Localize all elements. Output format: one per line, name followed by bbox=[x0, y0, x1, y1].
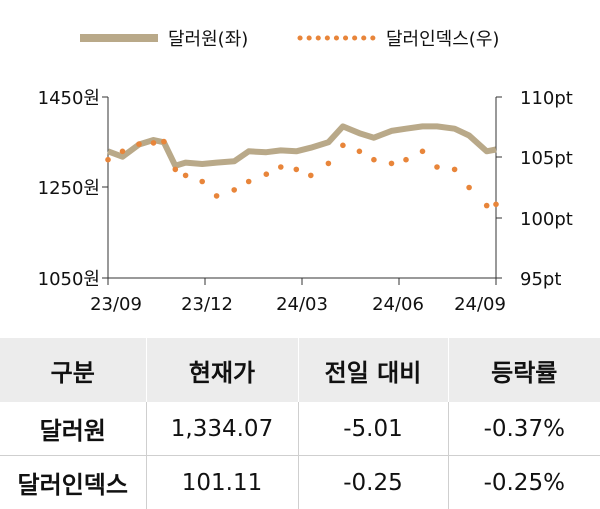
series-point-dxy bbox=[434, 164, 440, 170]
series-point-dxy bbox=[308, 173, 314, 179]
table-row: 달러원 1,334.07 -5.01 -0.37% bbox=[0, 402, 600, 456]
row-current-price: 1,334.07 bbox=[146, 402, 298, 456]
series-point-dxy bbox=[246, 179, 252, 185]
series-point-dxy bbox=[371, 157, 377, 163]
series-point-dxy bbox=[357, 149, 363, 155]
x-tick-label: 23/09 bbox=[90, 294, 142, 315]
table-row: 달러인덱스 101.11 -0.25 -0.25% bbox=[0, 456, 600, 509]
series-point-dxy bbox=[183, 173, 189, 179]
series-point-dxy bbox=[493, 202, 499, 208]
series-point-dxy bbox=[136, 141, 142, 147]
row-change-rate: -0.37% bbox=[448, 402, 600, 456]
exchange-rate-chart: 달러원(좌) 달러인덱스(우) 1450원 1250원 1050원 110pt … bbox=[0, 0, 600, 330]
right-tick-label: 105pt bbox=[520, 148, 573, 169]
series-point-dxy bbox=[389, 161, 395, 167]
series-point-dxy bbox=[214, 193, 220, 199]
left-tick-label: 1450원 bbox=[38, 88, 100, 109]
header-change-rate: 등락률 bbox=[448, 338, 600, 402]
quote-summary-table: 구분 현재가 전일 대비 등락률 달러원 1,334.07 -5.01 -0.3… bbox=[0, 338, 600, 509]
row-change: -0.25 bbox=[298, 456, 448, 509]
right-tick-label: 100pt bbox=[520, 209, 573, 230]
x-tick-label: 24/09 bbox=[454, 294, 506, 315]
series-point-dxy bbox=[264, 171, 270, 177]
row-change-rate: -0.25% bbox=[448, 456, 600, 509]
series-point-dxy bbox=[420, 149, 426, 155]
series-point-dxy bbox=[105, 157, 111, 163]
series-point-dxy bbox=[294, 167, 300, 173]
table-header-row: 구분 현재가 전일 대비 등락률 bbox=[0, 338, 600, 402]
series-point-dxy bbox=[199, 179, 205, 185]
header-category: 구분 bbox=[0, 338, 146, 402]
legend-label-dxy: 달러인덱스(우) bbox=[386, 29, 499, 50]
header-change: 전일 대비 bbox=[298, 338, 448, 402]
series-layer bbox=[105, 126, 499, 208]
legend: 달러원(좌) 달러인덱스(우) bbox=[80, 29, 499, 50]
series-point-dxy bbox=[466, 185, 472, 191]
x-tick-label: 24/06 bbox=[372, 294, 424, 315]
series-point-dxy bbox=[403, 157, 409, 163]
series-point-dxy bbox=[452, 167, 458, 173]
series-line-usdkrw bbox=[108, 126, 496, 165]
series-point-dxy bbox=[326, 161, 332, 167]
row-current-price: 101.11 bbox=[146, 456, 298, 509]
row-change: -5.01 bbox=[298, 402, 448, 456]
left-tick-label: 1050원 bbox=[38, 269, 100, 290]
series-point-dxy bbox=[120, 149, 126, 155]
legend-label-usdkrw: 달러원(좌) bbox=[168, 29, 248, 50]
series-point-dxy bbox=[484, 203, 490, 209]
header-current-price: 현재가 bbox=[146, 338, 298, 402]
x-tick-label: 23/12 bbox=[181, 294, 233, 315]
series-point-dxy bbox=[161, 139, 167, 145]
series-point-dxy bbox=[278, 164, 284, 170]
right-tick-label: 95pt bbox=[520, 269, 561, 290]
series-point-dxy bbox=[173, 167, 179, 173]
left-tick-label: 1250원 bbox=[38, 178, 100, 199]
series-point-dxy bbox=[340, 143, 346, 149]
x-tick-label: 24/03 bbox=[276, 294, 328, 315]
row-label: 달러원 bbox=[0, 402, 146, 456]
series-point-dxy bbox=[151, 140, 157, 146]
row-label: 달러인덱스 bbox=[0, 456, 146, 509]
right-tick-label: 110pt bbox=[520, 88, 573, 109]
series-point-dxy bbox=[231, 187, 237, 193]
